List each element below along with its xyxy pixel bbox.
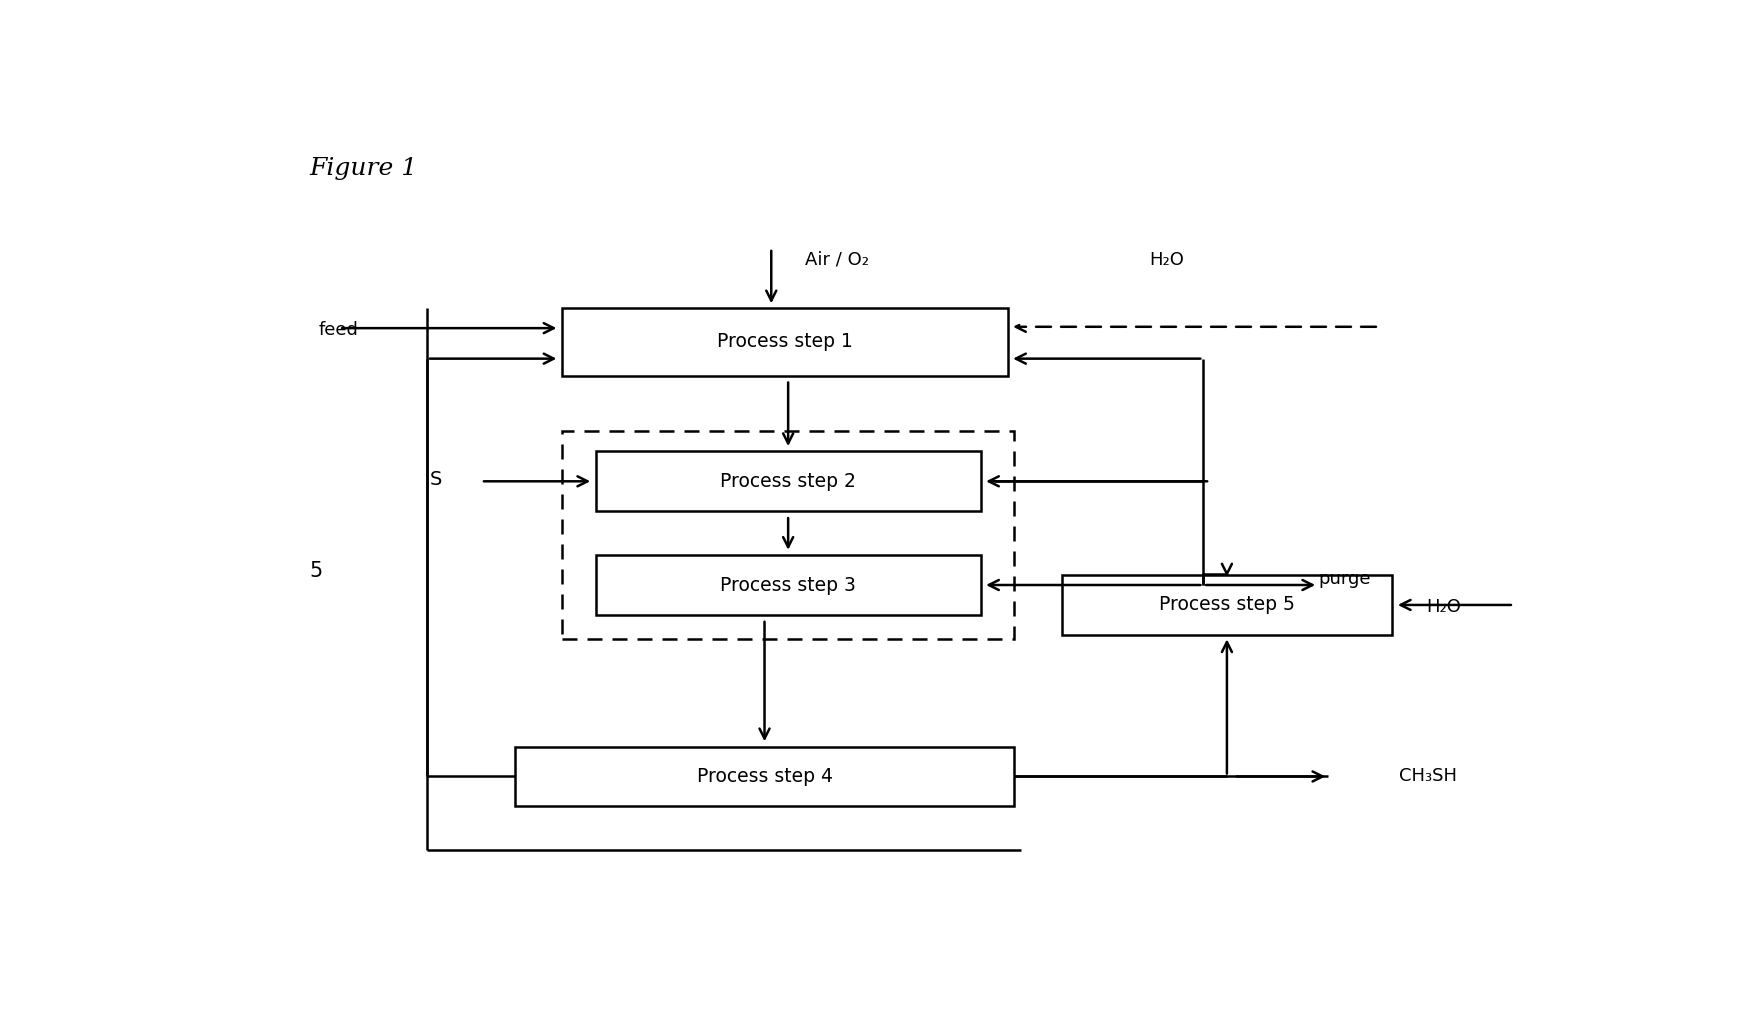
Text: H₂O: H₂O [1427,598,1462,616]
Text: 5: 5 [310,562,322,581]
Bar [516,747,1014,806]
Bar [563,431,1014,639]
Text: Process step 2: Process step 2 [719,471,855,491]
Text: Process step 3: Process step 3 [719,576,855,595]
Text: Air / O₂: Air / O₂ [805,251,869,269]
Text: CH₃SH: CH₃SH [1399,767,1456,785]
Text: Figure 1: Figure 1 [310,156,418,179]
Text: H₂O: H₂O [1150,251,1185,269]
Bar [596,555,981,615]
Bar [596,452,981,511]
Text: purge: purge [1319,570,1371,588]
Bar [1061,575,1392,635]
Text: Process step 4: Process step 4 [697,767,833,786]
Text: Process step 5: Process step 5 [1158,596,1294,614]
Text: Process step 1: Process step 1 [718,333,852,351]
Text: feed: feed [319,321,359,339]
Bar [563,308,1007,376]
Text: S: S [430,469,442,489]
